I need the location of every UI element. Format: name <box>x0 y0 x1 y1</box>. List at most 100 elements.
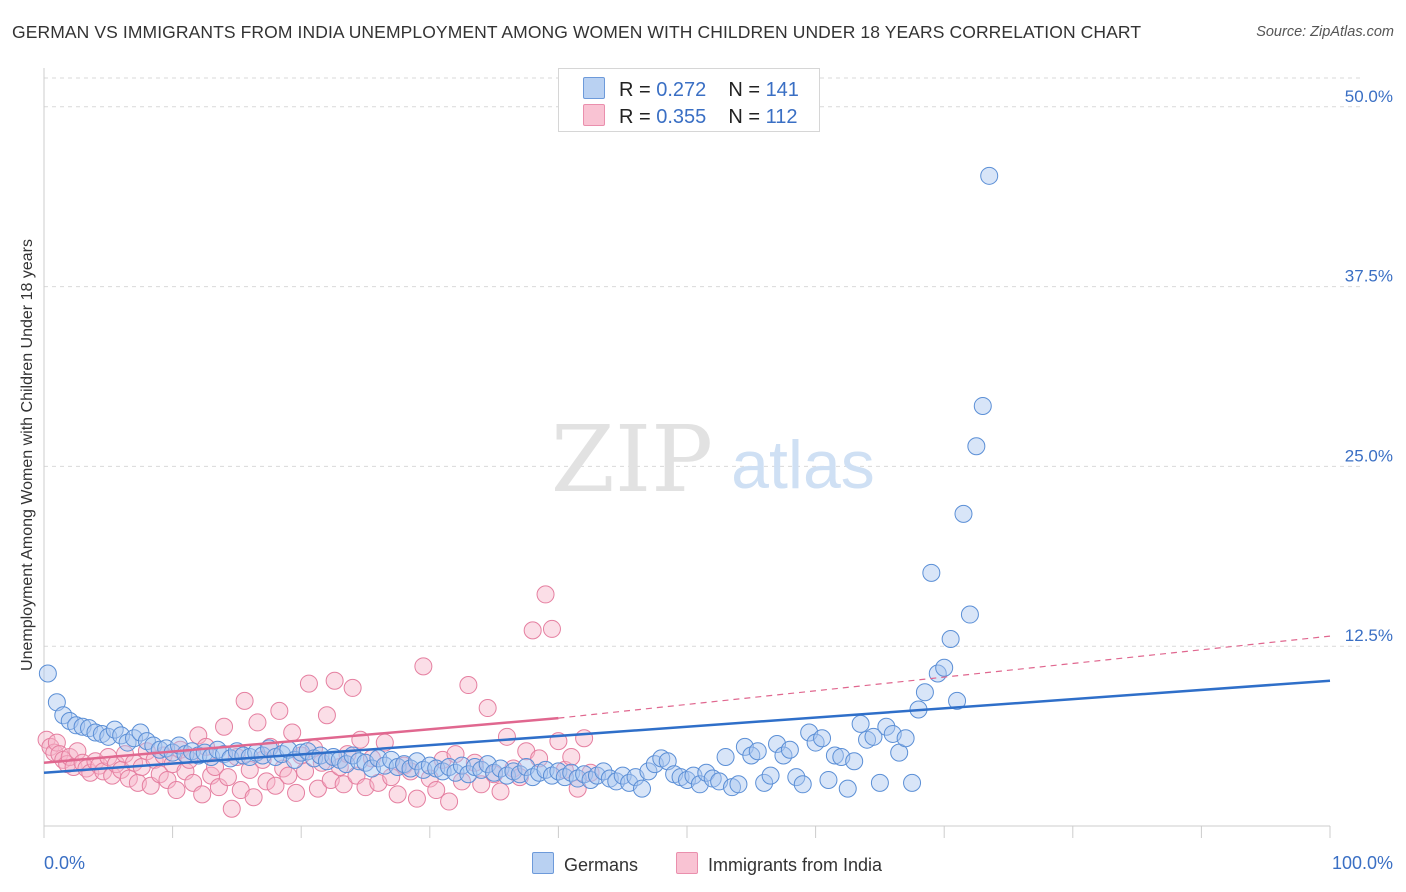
india-point <box>266 776 285 795</box>
germans-point <box>787 768 806 787</box>
india-trend-line <box>43 716 559 764</box>
india-point <box>287 783 306 802</box>
india-legend-swatch <box>676 852 698 874</box>
germans-point <box>864 727 883 746</box>
india-points <box>37 585 600 818</box>
germans-point <box>935 658 954 677</box>
india-point <box>279 766 298 785</box>
india-point <box>542 619 561 638</box>
germans-point <box>780 740 799 759</box>
india-point <box>283 723 302 742</box>
india-point <box>343 678 362 697</box>
bottom-legend: Germans Immigrants from India <box>0 852 1406 878</box>
india-point <box>575 729 594 748</box>
chart-title: GERMAN VS IMMIGRANTS FROM INDIA UNEMPLOY… <box>12 22 1142 42</box>
germans-point <box>948 691 967 710</box>
india-point <box>215 717 234 736</box>
germans-point <box>941 630 960 648</box>
legend-row-germans: R = 0.272 N = 141 <box>583 77 799 101</box>
india-point <box>193 785 212 804</box>
germans-point <box>960 605 979 624</box>
india-trend-extension <box>558 635 1331 719</box>
india-point <box>472 775 491 794</box>
germans-point <box>613 766 632 785</box>
legend-row-india: R = 0.355 N = 112 <box>583 104 797 128</box>
germans-point <box>903 773 922 792</box>
india-point <box>317 706 336 725</box>
watermark-atlas: atlas <box>731 427 875 503</box>
germans-point <box>838 779 857 798</box>
india-point <box>270 701 289 720</box>
source-credit: Source: ZipAtlas.com <box>1256 24 1394 40</box>
germans-point <box>877 717 896 736</box>
legend-item-india: Immigrants from India <box>676 852 882 876</box>
germans-point <box>915 683 934 702</box>
india-point <box>407 789 426 808</box>
germans-point <box>761 766 780 785</box>
grid-lines <box>44 77 1364 647</box>
germans-point <box>870 773 889 792</box>
india-point <box>414 657 433 676</box>
germans-point <box>729 775 748 794</box>
india-point <box>299 674 318 693</box>
germans-point <box>845 752 864 771</box>
india-point <box>206 758 225 777</box>
germans-point <box>813 729 832 748</box>
y-tick-label-3: 50.0% <box>1345 87 1393 106</box>
germans-point <box>755 773 774 792</box>
india-point <box>235 691 254 710</box>
india-point <box>388 785 407 804</box>
axes <box>43 68 1331 838</box>
india-point <box>478 699 497 718</box>
germans-legend-swatch <box>532 852 554 874</box>
germans-n-value: 141 <box>765 79 799 101</box>
india-point <box>440 792 459 811</box>
india-point <box>248 713 267 732</box>
germans-point <box>973 396 992 415</box>
india-point <box>530 749 549 768</box>
trend-lines <box>43 635 1331 775</box>
tick-labels: 12.5% 25.0% 37.5% 50.0% 0.0% 100.0% <box>44 87 1393 873</box>
germans-point <box>980 166 999 185</box>
india-point <box>523 621 542 640</box>
germans-swatch <box>583 77 605 99</box>
correlation-legend: R = 0.272 N = 141 R = 0.355 N = 112 <box>558 68 820 132</box>
watermark: ZIP atlas <box>551 406 875 513</box>
germans-point <box>793 775 812 794</box>
germans-trend-line <box>43 679 1331 775</box>
india-n-value: 112 <box>765 106 798 128</box>
india-point <box>491 782 510 801</box>
india-point <box>459 676 478 695</box>
y-tick-label-2: 37.5% <box>1345 267 1393 286</box>
india-point <box>308 779 327 798</box>
y-tick-label-1: 25.0% <box>1345 446 1393 465</box>
x-tick-label-max: 100.0% <box>1332 853 1393 873</box>
germans-point <box>922 563 941 582</box>
germans-point <box>967 437 986 456</box>
germans-point <box>825 746 844 765</box>
germans-point <box>38 664 57 683</box>
germans-point <box>594 762 613 781</box>
india-r-value: 0.355 <box>656 106 707 128</box>
india-swatch <box>583 104 605 126</box>
india-point <box>222 799 241 818</box>
germans-point <box>99 727 118 746</box>
watermark-zip: ZIP <box>551 406 713 513</box>
india-point <box>47 733 66 752</box>
india-point <box>325 671 344 690</box>
india-point <box>244 788 263 807</box>
y-tick-label-0: 12.5% <box>1345 626 1393 645</box>
india-point <box>296 762 315 781</box>
germans-point <box>819 770 838 789</box>
germans-point <box>748 742 767 761</box>
germans-point <box>896 729 915 748</box>
india-point <box>209 778 228 797</box>
germans-point <box>639 762 658 781</box>
india-point <box>562 747 581 766</box>
india-point <box>218 768 237 787</box>
india-point <box>167 781 186 800</box>
india-point <box>536 585 555 604</box>
germans-point <box>632 779 651 798</box>
germans-point <box>954 504 973 523</box>
india-point <box>427 781 446 800</box>
